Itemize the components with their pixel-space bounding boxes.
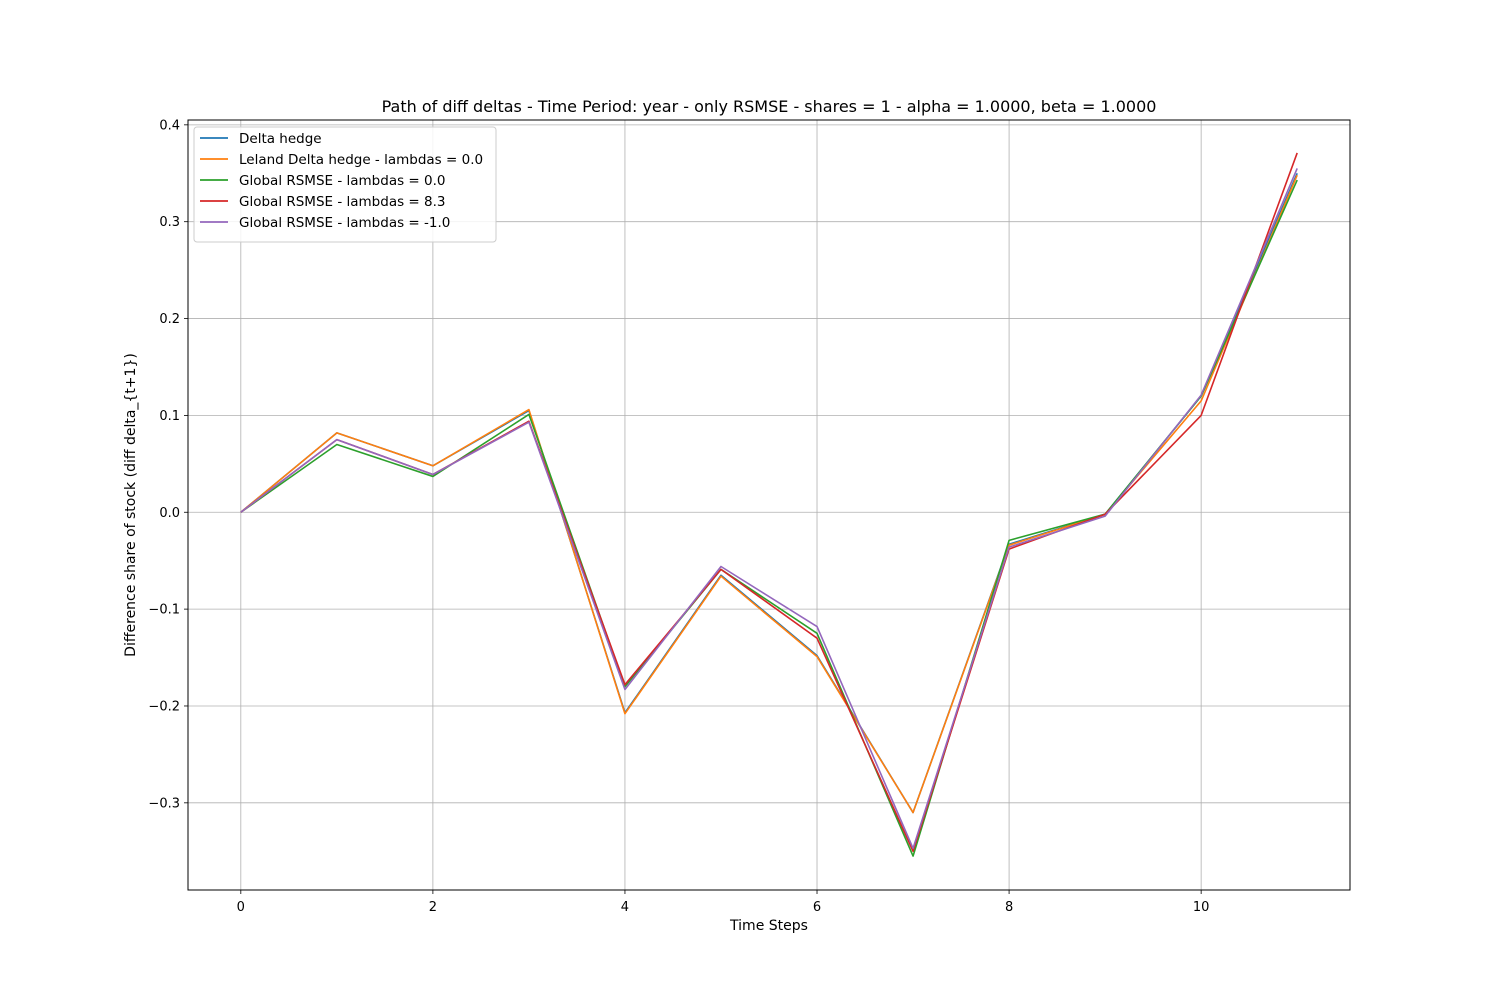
plot-frame (187, 119, 1351, 891)
x-tick-label: 8 (1005, 900, 1013, 915)
x-tick-label: 2 (429, 900, 437, 915)
chart-title: Path of diff deltas - Time Period: year … (382, 97, 1157, 116)
y-tick-label: 0.1 (159, 409, 180, 424)
x-tick-label: 0 (237, 900, 245, 915)
ticks: 0 2 4 6 8 10 −0.3 −0.2 −0.1 0.0 0.1 0.2 0.3 0.4 (148, 118, 1209, 915)
legend-label: Global RSMSE - lambdas = 8.3 (239, 194, 446, 210)
legend: Delta hedge Leland Delta hedge - lambdas … (193, 126, 497, 243)
y-axis-label: Difference share of stock (diff delta_{t… (123, 353, 139, 657)
legend-box (193, 126, 497, 243)
y-tick-label: −0.3 (148, 796, 180, 811)
series-line-3 (240, 179, 1298, 857)
y-tick-label: 0.3 (159, 215, 180, 230)
series-line-5 (240, 168, 1298, 850)
x-tick-label: 10 (1193, 900, 1210, 915)
x-tick-label: 6 (813, 900, 821, 915)
series-lines (240, 152, 1298, 857)
y-tick-label: −0.1 (148, 603, 180, 618)
y-tick-label: 0.0 (159, 506, 180, 521)
y-tick-label: 0.4 (159, 118, 180, 133)
grid (188, 120, 1350, 890)
x-axis-label: Time Steps (729, 918, 808, 934)
legend-label: Delta hedge (239, 131, 322, 147)
legend-label: Global RSMSE - lambdas = 0.0 (239, 173, 446, 189)
x-tick-label: 4 (621, 900, 629, 915)
y-tick-label: 0.2 (159, 312, 180, 327)
y-tick-label: −0.2 (148, 699, 180, 714)
legend-label: Global RSMSE - lambdas = -1.0 (239, 215, 450, 231)
legend-label: Leland Delta hedge - lambdas = 0.0 (239, 152, 483, 168)
